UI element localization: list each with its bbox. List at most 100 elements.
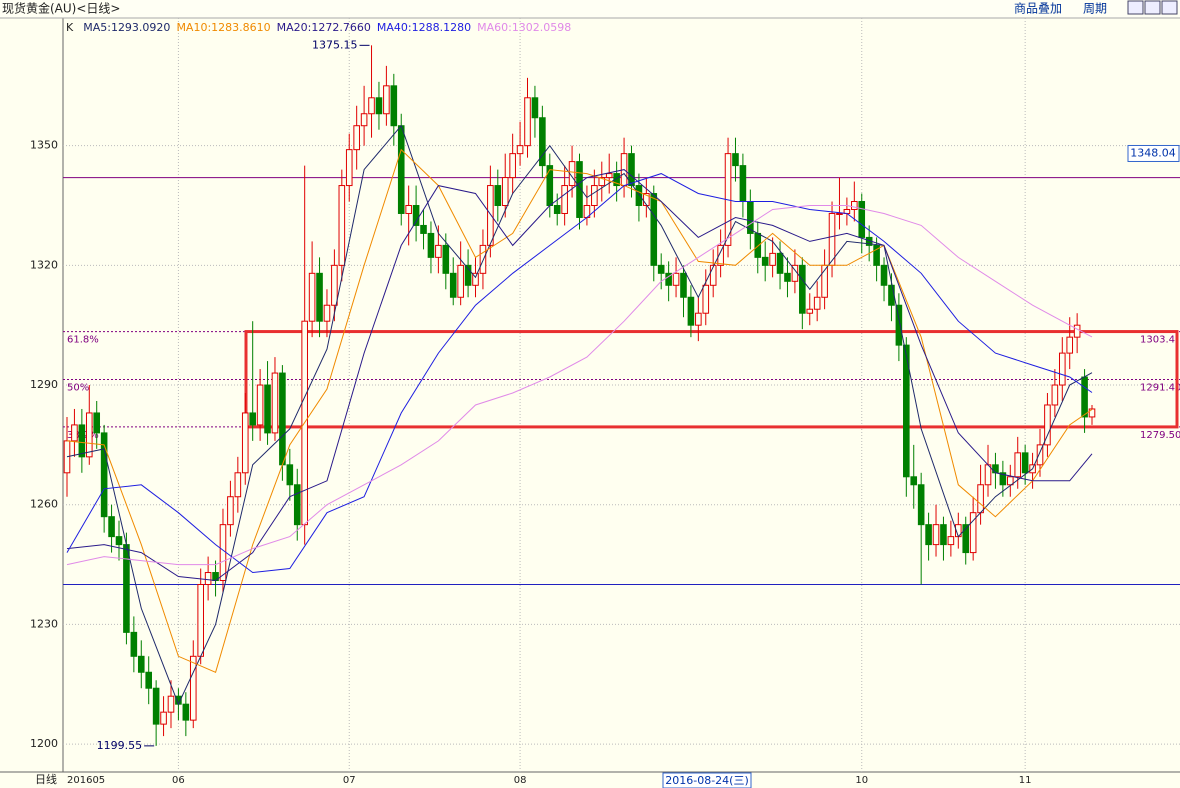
button-right[interactable] (1144, 0, 1161, 15)
high-label: 1375.15 (312, 38, 358, 51)
fib-label: 61.8% (67, 335, 99, 346)
candle-body (338, 185, 346, 266)
candle-body (969, 512, 977, 554)
candle-body (249, 412, 256, 426)
window-title: 现货黄金(AU)<日线> (2, 1, 120, 16)
menu-period[interactable]: 周期 (1083, 2, 1107, 16)
x-tick-label: 201605 (67, 775, 105, 786)
x-tick-label: 06 (172, 775, 185, 786)
candle-body (345, 149, 353, 187)
candle-body (635, 185, 643, 207)
crosshair-date: 2016-08-24(三) (665, 774, 749, 787)
candle-body (464, 264, 472, 286)
candle-body (472, 272, 479, 286)
candle-body (531, 97, 539, 119)
fib-label: 50% (67, 382, 89, 393)
candle-body (397, 125, 405, 214)
candle-body (420, 224, 427, 234)
highlight-box (244, 330, 1179, 429)
candle-body (539, 117, 546, 167)
fib-price: 1291.40 (1140, 382, 1180, 393)
candle-body (63, 440, 71, 474)
candle-body (137, 655, 145, 673)
candle-body (761, 256, 769, 266)
menu-overlay[interactable]: 商品叠加 (1014, 1, 1062, 16)
candle-body (152, 687, 160, 725)
candle-body (880, 264, 888, 286)
legend-entry: MA5:1293.0920 (83, 21, 170, 34)
candle-body (368, 97, 375, 115)
candle-body (1088, 408, 1096, 418)
candle-body (308, 272, 316, 322)
y-tick-label: 1320 (30, 258, 58, 271)
candle-body (903, 344, 910, 478)
candle-body (776, 252, 784, 274)
candle-body (657, 264, 665, 274)
candle-body (888, 284, 895, 306)
candle-body (851, 201, 858, 210)
candle-body (316, 272, 323, 322)
candle-body (925, 524, 932, 546)
candle-body (999, 472, 1007, 486)
candle-body (992, 464, 999, 474)
candle-body (100, 432, 108, 518)
candle-body (591, 185, 598, 207)
candle-body (546, 165, 554, 207)
candle-body (672, 272, 680, 286)
candle-body (93, 412, 101, 434)
candle-body (435, 244, 442, 258)
candle-body (115, 536, 123, 546)
candle-body (78, 424, 86, 458)
candle-body (227, 496, 234, 526)
y-tick-label: 1290 (30, 378, 58, 391)
candle-body (784, 272, 791, 282)
candle-body (271, 372, 279, 434)
x-tick-label: 08 (514, 775, 527, 786)
candle-body (1036, 444, 1044, 466)
legend-entry: MA10:1283.8610 (176, 21, 270, 34)
candle-body (680, 272, 687, 298)
candle-body (895, 304, 903, 346)
button-left[interactable] (1127, 0, 1144, 15)
candle-body (494, 185, 502, 207)
candle-body (932, 524, 940, 546)
candle-body (940, 524, 947, 546)
candle-body (457, 264, 464, 298)
candle-body (1051, 384, 1059, 406)
candle-body (836, 212, 843, 215)
candle-body (256, 384, 264, 426)
candle-body (650, 193, 658, 266)
candle-body (412, 205, 420, 226)
candle-body (605, 173, 613, 179)
candle-body (754, 232, 762, 258)
x-tick-label: 10 (855, 775, 868, 786)
candle-body (204, 572, 212, 585)
fib-price: 1279.50 (1140, 430, 1180, 441)
candle-body (219, 524, 227, 582)
candle-body (189, 655, 197, 721)
candle-body (279, 372, 286, 466)
ma-line (66, 205, 1093, 566)
candle-body (806, 308, 814, 314)
candle-body (331, 264, 338, 306)
candle-body (687, 296, 695, 326)
ma-line (66, 124, 1093, 706)
candle-body (1073, 324, 1081, 338)
candle-body (813, 296, 821, 310)
candle-body (360, 113, 368, 127)
candle-body (145, 671, 153, 689)
button-close[interactable] (1161, 0, 1178, 15)
candle-body (1044, 404, 1051, 446)
candle-body (1058, 352, 1066, 386)
candle-body (984, 464, 992, 486)
candle-body (1081, 376, 1088, 418)
y-tick-label: 1200 (30, 737, 58, 750)
candle-body (717, 244, 724, 266)
candle-body (1014, 452, 1022, 478)
candle-body (123, 544, 130, 633)
y-tick-label: 1260 (30, 498, 58, 511)
nav-buttons[interactable] (1127, 0, 1178, 15)
candle-body (501, 177, 509, 207)
crosshair-date-box (662, 772, 752, 788)
candle-body (375, 97, 383, 115)
